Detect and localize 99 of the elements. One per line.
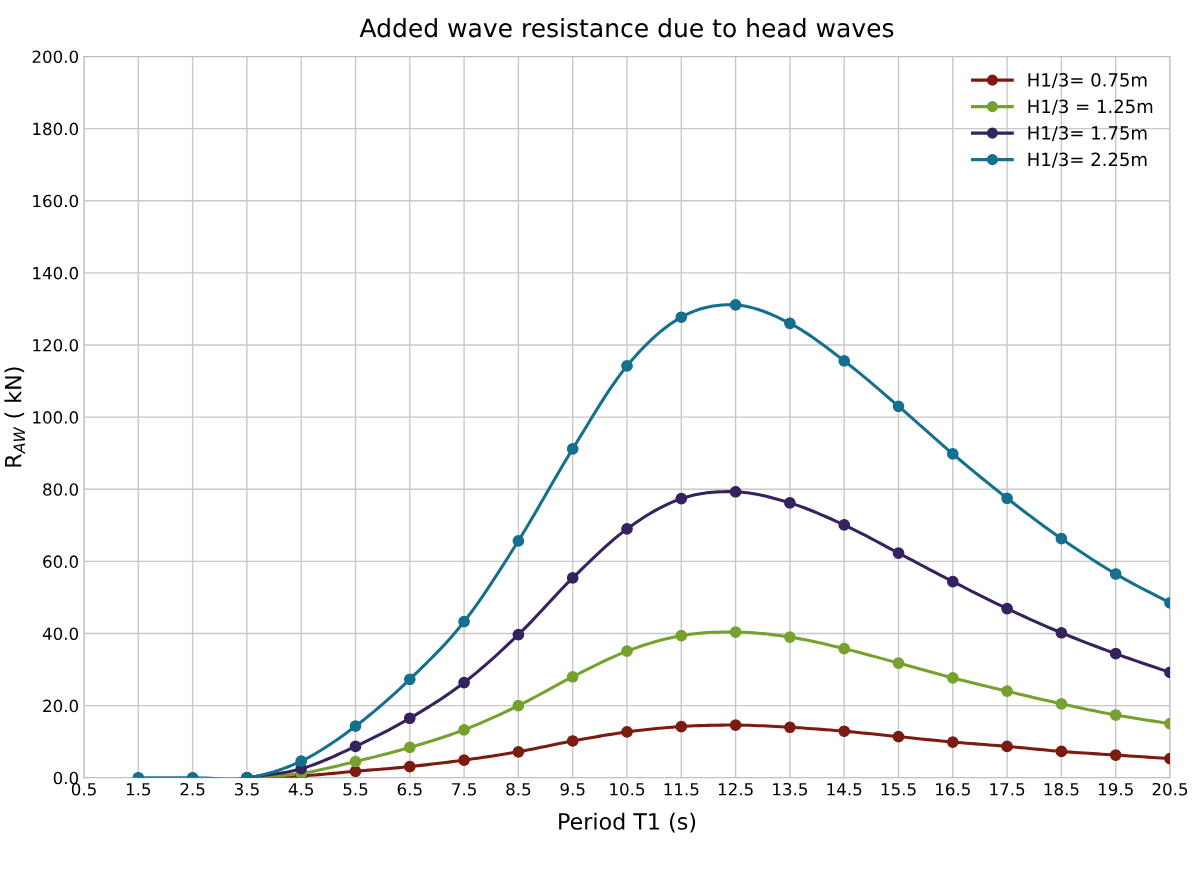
point [1001,740,1013,753]
point [729,719,742,731]
point [621,523,633,535]
point [946,736,959,748]
point [946,672,959,684]
y-tick-label: 120.0 [33,338,79,352]
point [892,547,905,559]
point [621,726,633,738]
point [838,642,851,655]
point [1055,532,1068,545]
point [1109,647,1122,660]
point [784,721,796,734]
x-tick-label: 17.5 [990,783,1025,796]
point [566,670,579,683]
x-tick-label: 7.5 [452,783,476,796]
y-tick-label: 140.0 [33,266,79,280]
point [621,360,633,372]
point [566,572,579,584]
point [349,755,362,768]
point [892,730,905,743]
point [892,657,905,669]
chart-title: Added wave resistance due to head waves [359,18,894,38]
y-tick-label: 60.0 [43,555,79,568]
x-tick-label: 13.5 [773,782,807,796]
point [458,676,470,689]
x-tick-label: 16.5 [936,782,970,796]
point [784,497,796,509]
x-tick-label: 18.5 [1044,782,1079,796]
legend-label: H1/3= 1.75m [1028,126,1147,142]
y-tick-label: 200.0 [32,50,79,64]
x-tick-label: 9.5 [560,782,585,796]
point [838,355,851,367]
x-tick-label: 19.5 [1098,782,1133,796]
point [1001,492,1013,505]
point [349,765,362,778]
point [675,492,688,505]
point [403,712,416,725]
point [458,754,470,766]
point [838,519,851,531]
x-tick-label: 3.5 [234,782,259,796]
point [621,645,633,658]
point [675,629,688,642]
point [295,755,308,768]
point [1055,626,1068,639]
x-tick-label: 2.5 [180,782,205,796]
point [403,741,416,754]
point [675,720,688,733]
point [512,699,525,712]
point [349,740,362,753]
point [458,723,470,736]
point [729,626,742,638]
point [1109,568,1122,580]
x-tick-label: 1.5 [126,783,151,796]
x-tick-label: 11.5 [664,783,699,796]
y-tick-label: 180.0 [33,122,79,136]
y-tick-label: 0.0 [53,771,79,785]
point [403,673,416,686]
point [566,735,579,747]
point [566,443,579,455]
legend-label: H1/3= 0.75m [1028,73,1147,89]
point [512,745,525,758]
y-tick-label: 160.0 [33,194,79,208]
point [512,628,525,641]
point [784,317,796,330]
y-tick-label: 80.0 [43,483,79,496]
point [1055,697,1068,710]
x-tick-label: 20.5 [1152,782,1188,796]
x-tick-label: 15.5 [881,783,916,796]
point [729,485,742,498]
x-tick-label: 8.5 [506,782,531,796]
point [946,575,959,588]
point [1001,685,1013,698]
point [675,311,688,324]
x-tick-label: 6.5 [397,782,422,796]
point [1001,602,1013,615]
x-tick-label: 14.5 [827,783,862,796]
x-tick-label: 12.5 [718,782,753,796]
y-tick-label: 40.0 [42,627,79,641]
x-tick-label: 10.5 [610,782,645,796]
y-tick-label: 20.0 [43,699,79,713]
point [729,299,742,311]
point [892,400,905,413]
x-tick-label: 4.5 [288,783,313,796]
y-axis-title: R$_{AW}$ ( kN) [4,367,25,467]
point [1055,745,1068,758]
x-axis-title: Period T1 (s) [559,812,696,833]
legend-label: H1/3= 2.25m [1028,152,1147,168]
point [403,760,416,773]
point [512,534,525,547]
point [838,725,851,738]
point [784,631,796,643]
legend-label: H1/3 = 1.25m [1028,99,1153,115]
y-tick-label: 100.0 [33,411,79,424]
point [458,615,470,628]
point [946,448,959,460]
x-tick-label: 5.5 [343,783,368,796]
point [349,720,362,733]
point [1109,749,1122,761]
point [1109,709,1122,721]
